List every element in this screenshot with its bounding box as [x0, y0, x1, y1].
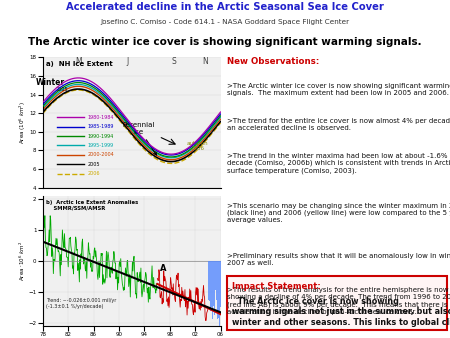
Text: A: A — [160, 264, 166, 273]
Text: >Preliminary results show that it will be anomalously low in winter of
2007 as w: >Preliminary results show that it will b… — [227, 252, 450, 266]
Text: autumn
2006: autumn 2006 — [186, 141, 208, 151]
Text: Trend: ~-0.026±0.001 mil/yr
(-1.3±0.1 %/yr/decade): Trend: ~-0.026±0.001 mil/yr (-1.3±0.1 %/… — [46, 298, 117, 309]
Text: N: N — [202, 57, 208, 66]
Text: 1995-1999: 1995-1999 — [87, 143, 113, 148]
Y-axis label: Area $\cdot10^6\ km^2$: Area $\cdot10^6\ km^2$ — [18, 241, 27, 282]
Text: 2000-2004: 2000-2004 — [87, 152, 114, 157]
Bar — [209, 261, 210, 300]
Text: b)  Arctic Ice Extent Anomalies
    SMMR/SSM/AMSR: b) Arctic Ice Extent Anomalies SMMR/SSM/… — [46, 200, 139, 211]
Bar — [208, 261, 209, 303]
Text: 2006: 2006 — [87, 171, 100, 176]
Text: M: M — [75, 57, 81, 66]
Text: Impact Statement:: Impact Statement: — [232, 282, 320, 291]
Text: 1985-1989: 1985-1989 — [87, 124, 113, 129]
Text: a)  NH Ice Extent: a) NH Ice Extent — [46, 62, 113, 67]
Bar — [212, 261, 213, 319]
Bar — [227, 276, 447, 330]
Bar — [219, 261, 220, 329]
Text: The Arctic ice cover is now showing
warming signals not just in the summer, but : The Arctic ice cover is now showing warm… — [232, 297, 450, 327]
Text: >The Arctic winter ice cover is now showing significant warming
signals.  The ma: >The Arctic winter ice cover is now show… — [227, 83, 450, 96]
Text: 1990-1994: 1990-1994 — [87, 134, 113, 139]
Bar — [218, 261, 219, 318]
Bar — [213, 261, 214, 306]
Text: >This scenario may be changing since the winter maximum in 2005
(black line) and: >This scenario may be changing since the… — [227, 203, 450, 223]
Text: Accelerated decline in the Arctic Seasonal Sea Ice Cover: Accelerated decline in the Arctic Season… — [66, 2, 384, 11]
Bar — [216, 261, 217, 308]
Bar — [220, 261, 221, 307]
Text: 1980-1984: 1980-1984 — [87, 115, 114, 120]
Bar — [214, 261, 215, 315]
Bar — [211, 261, 212, 307]
Text: 2005: 2005 — [55, 87, 68, 92]
Text: >The results of trend analysis for the entire hemisphere is now
showing a declin: >The results of trend analysis for the e… — [227, 287, 450, 315]
Text: 2005: 2005 — [87, 162, 100, 167]
Text: Winter: Winter — [36, 78, 65, 87]
Text: J: J — [126, 57, 129, 66]
Bar — [215, 261, 216, 311]
Text: >The trend for the entire ice cover is now almost 4% per decade and
an accelerat: >The trend for the entire ice cover is n… — [227, 118, 450, 131]
Text: The Arctic winter ice cover is showing significant warming signals.: The Arctic winter ice cover is showing s… — [28, 37, 422, 47]
Text: New Observations:: New Observations: — [227, 57, 320, 67]
Y-axis label: Area $(10^6\ km^2)$: Area $(10^6\ km^2)$ — [18, 101, 28, 144]
Text: Perennial
ice: Perennial ice — [122, 122, 157, 155]
Bar — [210, 261, 211, 311]
Text: Josefino C. Comiso - Code 614.1 - NASA Goddard Space Flight Center: Josefino C. Comiso - Code 614.1 - NASA G… — [100, 19, 350, 25]
Text: >The trend in the winter maxima had been low at about -1.6% per
decade (Comiso, : >The trend in the winter maxima had been… — [227, 153, 450, 174]
Text: S: S — [172, 57, 176, 66]
